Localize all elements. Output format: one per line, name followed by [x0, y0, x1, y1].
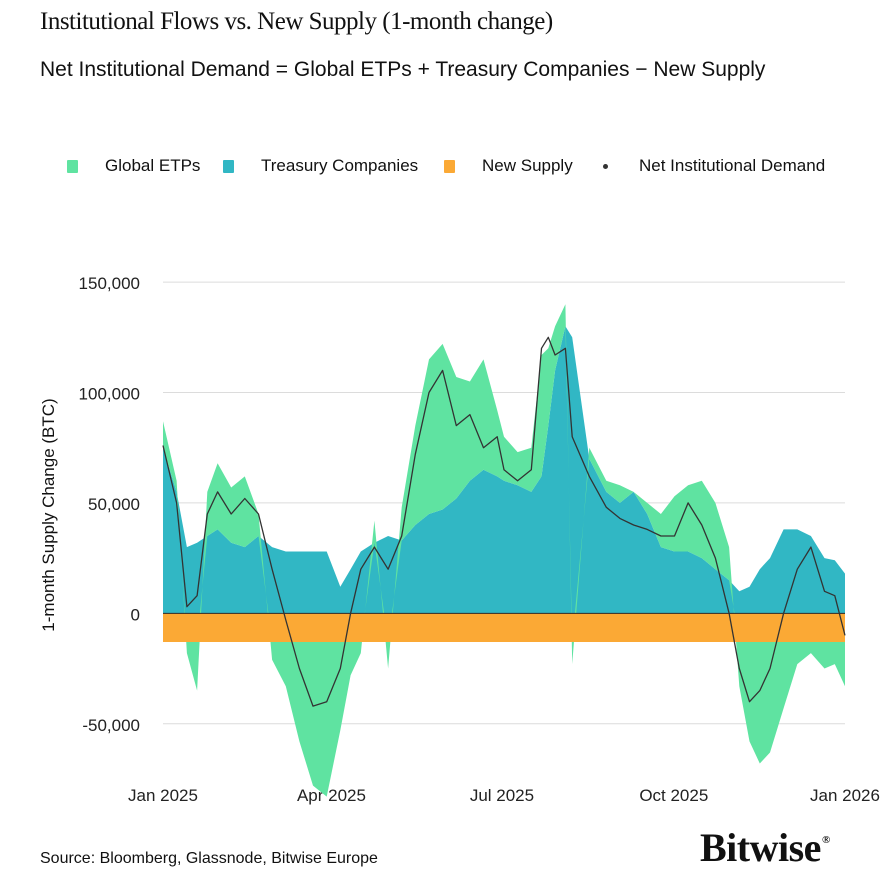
series-area-global-etps: [163, 304, 845, 797]
chart-subtitle: Net Institutional Demand = Global ETPs +…: [40, 58, 766, 81]
series-area-new-supply: [163, 613, 845, 642]
legend-item-new-supply: New Supply: [444, 153, 573, 179]
y-tick-label: 150,000: [79, 274, 140, 293]
y-tick-label: 100,000: [79, 385, 140, 404]
legend-label-treasury-companies: Treasury Companies: [261, 156, 419, 175]
series-area-treasury-companies: [163, 326, 845, 614]
legend-label-global-etps: Global ETPs: [105, 156, 201, 175]
source-note: Source: Bloomberg, Glassnode, Bitwise Eu…: [40, 850, 378, 867]
x-tick-label: Jul 2025: [470, 786, 534, 805]
y-tick-label: 0: [131, 605, 140, 624]
legend-item-global-etps: Global ETPs: [67, 153, 200, 179]
chart-legend: Global ETPs Treasury Companies New Suppl…: [0, 153, 890, 179]
chart-title: Institutional Flows vs. New Supply (1-mo…: [40, 8, 553, 35]
y-axis-label: 1-month Supply Change (BTC): [39, 398, 58, 631]
legend-dot-net-demand: [603, 163, 608, 169]
y-tick-label: -50,000: [82, 716, 140, 735]
legend-swatch-treasury-companies: [223, 159, 234, 173]
x-tick-label: Jan 2025: [128, 786, 198, 805]
brand-logo: Bitwise®: [700, 824, 830, 871]
x-tick-label: Oct 2025: [639, 786, 708, 805]
x-tick-label: Apr 2025: [297, 786, 366, 805]
legend-item-treasury-companies: Treasury Companies: [223, 153, 418, 179]
legend-swatch-new-supply: [444, 159, 455, 173]
legend-swatch-global-etps: [67, 159, 78, 173]
legend-item-net-demand: Net Institutional Demand: [600, 153, 825, 179]
legend-label-net-demand: Net Institutional Demand: [639, 156, 826, 175]
y-tick-label: 50,000: [88, 495, 140, 514]
brand-wordmark: Bitwise: [700, 825, 821, 870]
legend-label-new-supply: New Supply: [482, 156, 573, 175]
x-tick-label: Jan 2026: [810, 786, 880, 805]
registered-mark: ®: [821, 834, 830, 846]
series-line-net-institutional-demand: [162, 336, 846, 707]
